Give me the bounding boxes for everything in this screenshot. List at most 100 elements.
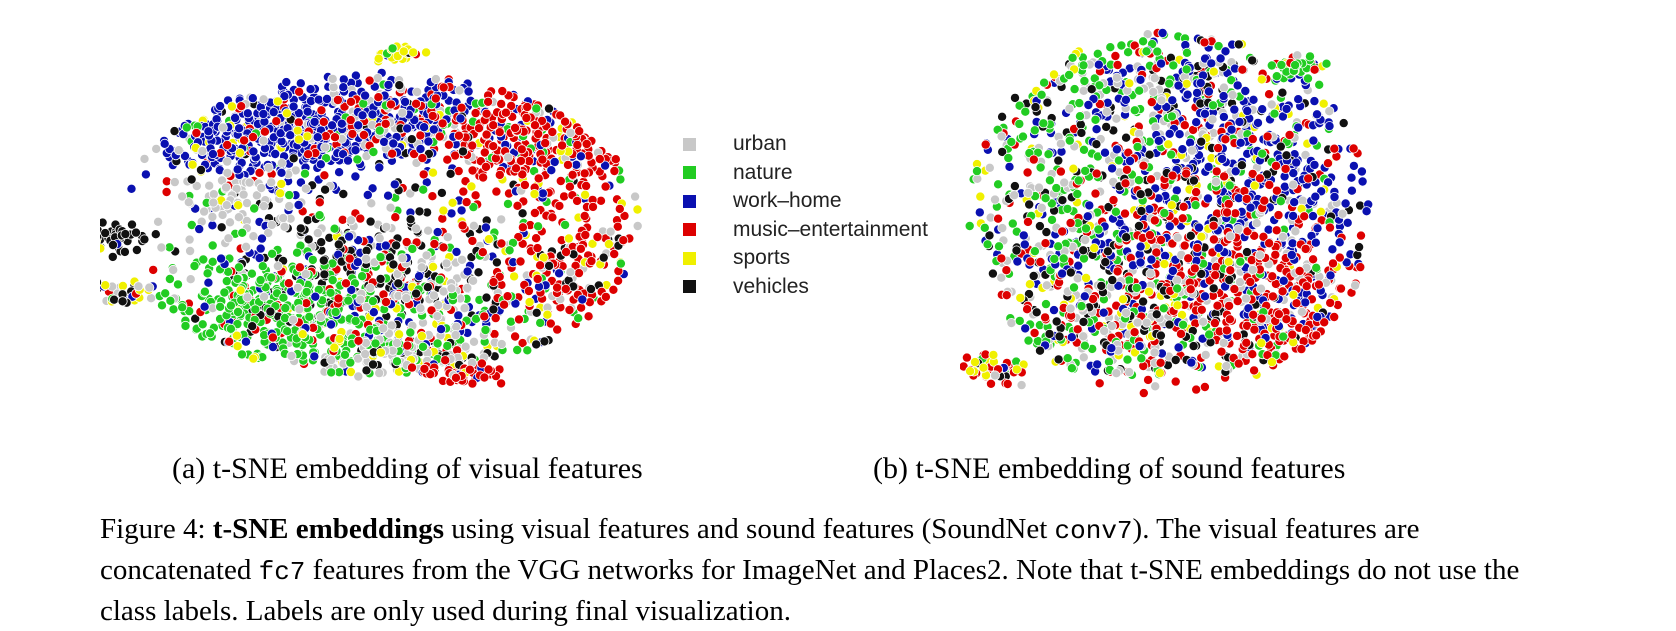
point-vehicles <box>1171 355 1180 364</box>
legend-swatch-work-home <box>683 195 696 208</box>
point-work-home <box>456 114 465 123</box>
point-music-entertainment <box>480 373 489 382</box>
point-work-home <box>1330 192 1339 201</box>
point-sports <box>188 160 197 169</box>
point-work-home <box>1249 95 1258 104</box>
point-work-home <box>578 295 587 304</box>
point-music-entertainment <box>1217 347 1226 356</box>
point-work-home <box>310 117 319 126</box>
point-vehicles <box>317 238 326 247</box>
point-music-entertainment <box>356 214 365 223</box>
point-nature <box>267 273 276 282</box>
point-vehicles <box>321 185 330 194</box>
point-sports <box>428 168 437 177</box>
tsne-sound-scatter <box>960 18 1460 438</box>
point-urban <box>242 242 251 251</box>
point-urban <box>1100 326 1109 335</box>
point-music-entertainment <box>1250 366 1259 375</box>
point-vehicles <box>248 322 257 331</box>
point-nature <box>1050 254 1059 263</box>
legend-label-music-entertainment: music–entertainment <box>733 218 928 242</box>
point-vehicles <box>1186 231 1195 240</box>
point-nature <box>237 350 246 359</box>
point-urban <box>184 198 193 207</box>
point-work-home <box>1083 212 1092 221</box>
point-work-home <box>1343 218 1352 227</box>
point-nature <box>1153 47 1162 56</box>
point-urban <box>279 214 288 223</box>
point-music-entertainment <box>419 170 428 179</box>
point-music-entertainment <box>333 95 342 104</box>
legend-label-nature: nature <box>733 161 793 185</box>
point-music-entertainment <box>489 142 498 151</box>
point-work-home <box>1233 81 1242 90</box>
point-urban <box>1024 188 1033 197</box>
point-nature <box>574 314 583 323</box>
point-sports <box>1224 257 1233 266</box>
point-music-entertainment <box>1222 326 1231 335</box>
point-music-entertainment <box>1274 211 1283 220</box>
point-urban <box>1079 86 1088 95</box>
point-music-entertainment <box>459 187 468 196</box>
point-vehicles <box>1189 342 1198 351</box>
point-vehicles <box>289 154 298 163</box>
point-music-entertainment <box>1184 254 1193 263</box>
point-work-home <box>259 109 268 118</box>
point-work-home <box>1193 88 1202 97</box>
point-music-entertainment <box>981 140 990 149</box>
point-music-entertainment <box>533 274 542 283</box>
point-music-entertainment <box>359 130 368 139</box>
point-work-home <box>380 137 389 146</box>
point-nature <box>1024 336 1033 345</box>
point-music-entertainment <box>573 196 582 205</box>
point-music-entertainment <box>1272 226 1281 235</box>
point-music-entertainment <box>484 97 493 106</box>
point-music-entertainment <box>517 145 526 154</box>
point-vehicles <box>492 258 501 267</box>
point-music-entertainment <box>1278 287 1287 296</box>
point-sports <box>276 189 285 198</box>
point-urban <box>134 282 143 291</box>
point-sports <box>1160 259 1169 268</box>
point-music-entertainment <box>248 133 257 142</box>
point-work-home <box>384 191 393 200</box>
point-nature <box>1135 86 1144 95</box>
point-urban <box>243 293 252 302</box>
point-nature <box>199 255 208 264</box>
point-nature <box>1079 145 1088 154</box>
point-urban <box>157 243 166 252</box>
point-work-home <box>403 124 412 133</box>
point-work-home <box>286 131 295 140</box>
point-nature <box>208 257 217 266</box>
point-music-entertainment <box>1281 164 1290 173</box>
point-music-entertainment <box>596 196 605 205</box>
point-music-entertainment <box>192 128 201 137</box>
point-music-entertainment <box>516 257 525 266</box>
point-urban <box>287 351 296 360</box>
point-work-home <box>1362 207 1371 216</box>
point-music-entertainment <box>561 117 570 126</box>
point-nature <box>1165 79 1174 88</box>
point-vehicles <box>412 289 421 298</box>
legend: urban nature work–home music–entertainme… <box>683 130 973 301</box>
point-nature <box>1167 112 1176 121</box>
point-urban <box>200 207 209 216</box>
point-urban <box>1293 51 1302 60</box>
point-urban <box>1065 104 1074 113</box>
point-music-entertainment <box>1255 174 1264 183</box>
point-music-entertainment <box>1248 350 1257 359</box>
point-nature <box>503 199 512 208</box>
point-nature <box>1267 61 1276 70</box>
point-music-entertainment <box>315 198 324 207</box>
point-work-home <box>1019 231 1028 240</box>
point-sports <box>581 190 590 199</box>
point-nature <box>308 255 317 264</box>
point-urban <box>447 284 456 293</box>
point-urban <box>1142 318 1151 327</box>
point-nature <box>206 329 215 338</box>
point-urban <box>267 220 276 229</box>
point-nature <box>994 242 1003 251</box>
point-vehicles <box>406 215 415 224</box>
point-work-home <box>1235 117 1244 126</box>
point-nature <box>1070 85 1079 94</box>
